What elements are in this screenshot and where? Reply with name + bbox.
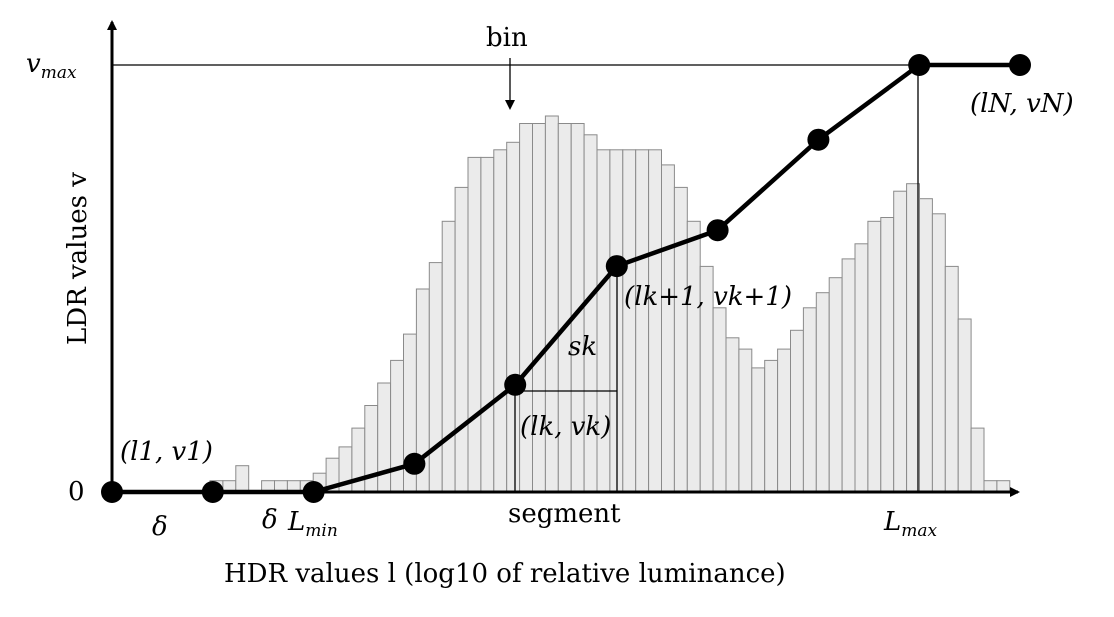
histogram-bin <box>441 220 456 493</box>
curve-node <box>1009 54 1031 76</box>
delta-label-2: δ <box>262 505 278 535</box>
point-k-label: (lk, vk) <box>520 412 611 442</box>
histogram-bin <box>480 156 495 493</box>
histogram-bin <box>686 220 701 493</box>
curve-nodes <box>101 54 1031 503</box>
histogram-bin <box>428 262 443 493</box>
lmin-label: Lmin <box>287 507 338 541</box>
histogram-bin <box>880 217 895 493</box>
histogram-bin <box>867 220 882 493</box>
zero-label: 0 <box>68 477 85 507</box>
histogram-bin <box>957 318 972 493</box>
histogram-bin <box>635 149 650 493</box>
histogram-bin <box>919 198 933 493</box>
point-1-label: (l1, v1) <box>120 437 213 467</box>
histogram-bin <box>854 243 869 493</box>
histogram-bin <box>622 149 637 493</box>
histogram <box>209 115 1011 493</box>
histogram-bin <box>983 480 998 493</box>
histogram-bin <box>802 307 817 493</box>
histogram-bin <box>944 265 959 493</box>
bin-label: bin <box>486 23 528 53</box>
curve-node <box>504 373 527 396</box>
histogram-bin <box>454 186 469 493</box>
curve-node <box>101 481 123 503</box>
segment-label: segment <box>508 499 621 529</box>
histogram-bin <box>828 277 843 493</box>
x-axis-label: HDR values l (log10 of relative luminanc… <box>224 559 786 589</box>
histogram-bin <box>751 367 766 493</box>
histogram-bin <box>764 359 779 493</box>
histogram-bin <box>970 427 985 493</box>
histogram-bin <box>390 359 405 493</box>
curve-node <box>807 128 830 151</box>
histogram-bin <box>712 307 727 493</box>
curve-node <box>403 452 426 475</box>
curve-node <box>908 54 931 76</box>
slope-label: sk <box>568 332 597 362</box>
histogram-bin <box>725 337 740 493</box>
point-n-label: (lN, vN) <box>970 89 1074 119</box>
lmax-label: Lmax <box>883 507 938 541</box>
histogram-bin <box>506 141 521 493</box>
histogram-bin <box>777 348 791 493</box>
histogram-bin <box>893 190 908 493</box>
curve-node <box>201 481 224 503</box>
histogram-bin <box>467 156 482 493</box>
histogram-bin <box>673 186 688 493</box>
curve-node <box>706 219 729 242</box>
vmax-label: vmax <box>26 49 77 83</box>
histogram-bin <box>841 258 856 493</box>
y-axis-label: LDR values v <box>63 172 93 345</box>
histogram-bin <box>738 348 753 493</box>
curve-node <box>605 255 628 278</box>
histogram-bin <box>931 213 946 493</box>
histogram-bin <box>235 465 250 493</box>
histogram-bin <box>815 292 830 493</box>
histogram-bin <box>648 149 662 493</box>
histogram-bin <box>661 164 675 493</box>
histogram-bin <box>996 480 1011 493</box>
point-k1-label: (lk+1, vk+1) <box>624 282 792 312</box>
curve-node <box>302 481 325 503</box>
tone-curve <box>112 62 1020 495</box>
histogram-bin <box>493 149 508 493</box>
histogram-bin <box>790 329 804 493</box>
delta-label-1: δ <box>152 512 168 542</box>
